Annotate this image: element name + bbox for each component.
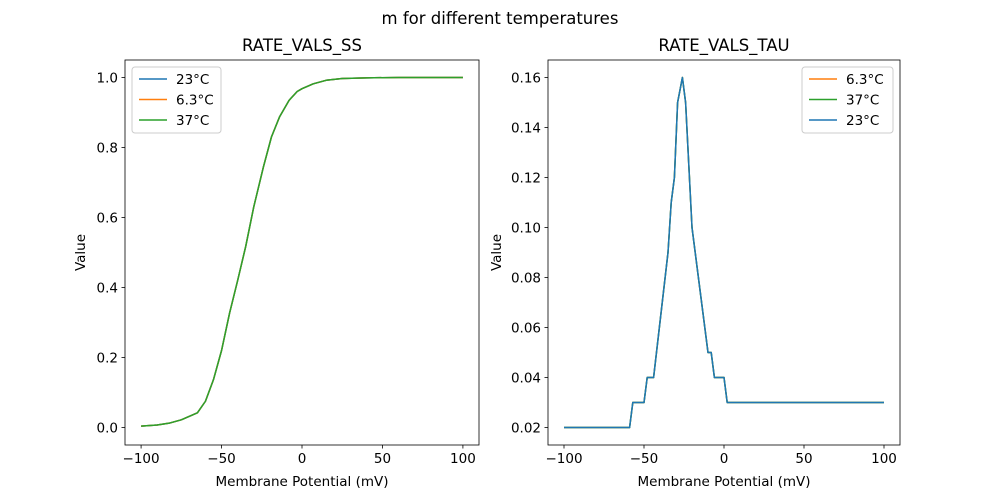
legend: 23°C 6.3°C 37°C <box>131 66 222 134</box>
subplot-steady-state: RATE_VALS_SS −100 −50 0 50 100 0.0 0.2 0.4 0.6 0.8… <box>73 36 480 490</box>
axes-title: RATE_VALS_SS <box>242 36 362 56</box>
legend-label: 37°C <box>846 93 879 109</box>
subplot-tau: RATE_VALS_TAU −100 −50 0 50 100 0.02 0.04 0.06 0.… <box>489 36 901 490</box>
y-tick-label: 0.06 <box>511 321 541 337</box>
x-tick-label: 0 <box>298 451 307 467</box>
legend-box <box>801 66 894 134</box>
y-tick-label: 0.12 <box>511 171 541 187</box>
x-tick-label: 50 <box>374 451 391 467</box>
y-tick-label: 0.16 <box>511 71 541 87</box>
series-line-37C <box>141 76 463 427</box>
x-tick-label: −100 <box>545 451 582 467</box>
x-tick-label: 100 <box>450 451 476 467</box>
x-tick-label: 50 <box>795 451 812 467</box>
legend-label: 6.3°C <box>176 93 214 109</box>
x-tick-label: 0 <box>720 451 729 467</box>
axes-title: RATE_VALS_TAU <box>658 36 789 56</box>
y-tick-label: 1.0 <box>97 71 118 87</box>
y-tick-label: 0.14 <box>511 121 541 137</box>
x-tick-label: 100 <box>871 451 897 467</box>
y-axis-label: Value <box>73 234 89 271</box>
legend-label: 23°C <box>846 113 879 129</box>
x-tick-label: −100 <box>123 451 160 467</box>
figure-suptitle: m for different temperatures <box>382 9 619 28</box>
legend-box <box>131 66 222 134</box>
y-tick-label: 0.0 <box>97 421 118 437</box>
legend-label: 6.3°C <box>846 72 884 88</box>
x-tick-label: −50 <box>207 451 236 467</box>
y-tick-label: 0.10 <box>511 221 541 237</box>
x-tick-label: −50 <box>630 451 659 467</box>
y-tick-label: 0.2 <box>97 351 118 367</box>
legend-label: 23°C <box>176 72 209 88</box>
y-tick-label: 0.8 <box>97 141 118 157</box>
y-tick-label: 0.04 <box>511 371 541 387</box>
y-tick-label: 0.08 <box>511 271 541 287</box>
legend-label: 37°C <box>176 113 209 129</box>
y-tick-label: 0.02 <box>511 421 541 437</box>
y-tick-label: 0.6 <box>97 211 118 227</box>
legend: 6.3°C 37°C 23°C <box>801 66 894 134</box>
y-axis-label: Value <box>489 234 505 271</box>
series-line-23C <box>564 76 884 429</box>
x-axis-label: Membrane Potential (mV) <box>637 474 810 490</box>
y-tick-label: 0.4 <box>97 281 118 297</box>
x-axis-label: Membrane Potential (mV) <box>215 474 388 490</box>
